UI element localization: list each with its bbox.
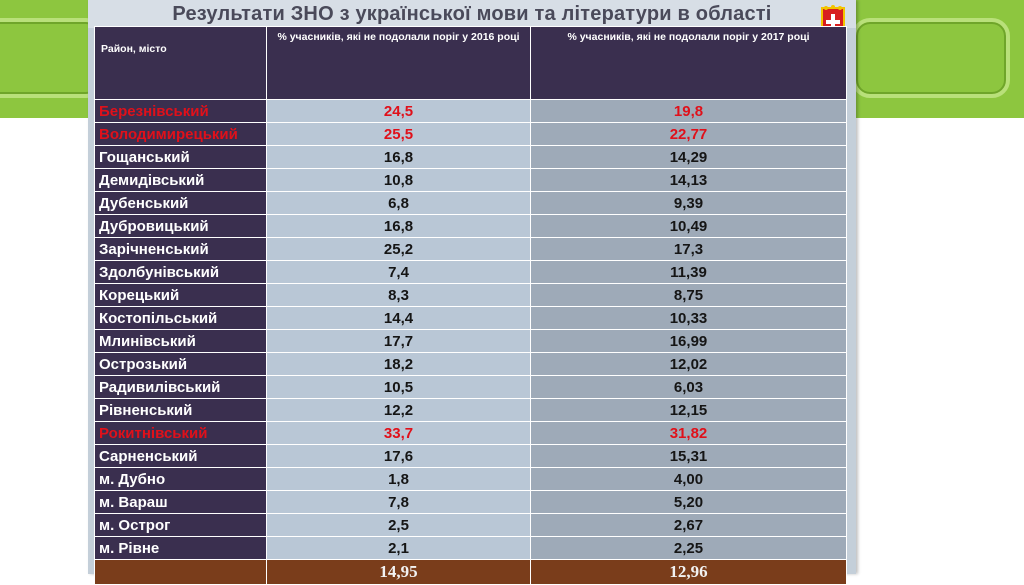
value-2017-cell: 5,20 [530, 490, 847, 514]
value-2017-cell: 2,25 [530, 536, 847, 560]
header-2017: % учасників, які не подолали поріг у 201… [530, 26, 847, 100]
value-2017-cell: 8,75 [530, 283, 847, 307]
total-label-cell [94, 559, 267, 585]
table-row: Здолбунівський 7,4 11,39 [94, 260, 847, 284]
value-2016-cell: 1,8 [266, 467, 531, 491]
value-2017-cell: 14,29 [530, 145, 847, 169]
table-row: Дубровицький 16,8 10,49 [94, 214, 847, 238]
value-2016-cell: 2,5 [266, 513, 531, 537]
table-row: Дубенський 6,8 9,39 [94, 191, 847, 215]
table-row: Костопільський 14,4 10,33 [94, 306, 847, 330]
value-2017-cell: 19,8 [530, 99, 847, 123]
district-cell: Костопільський [94, 306, 267, 330]
value-2017-cell: 10,49 [530, 214, 847, 238]
value-2017-cell: 16,99 [530, 329, 847, 353]
district-cell: Дубенський [94, 191, 267, 215]
value-2016-cell: 7,4 [266, 260, 531, 284]
table-row: Демидівський 10,8 14,13 [94, 168, 847, 192]
value-2017-cell: 14,13 [530, 168, 847, 192]
value-2017-cell: 10,33 [530, 306, 847, 330]
value-2016-cell: 14,4 [266, 306, 531, 330]
table-row: Сарненський 17,6 15,31 [94, 444, 847, 468]
table-row: Острозький 18,2 12,02 [94, 352, 847, 376]
table-row: м. Вараш 7,8 5,20 [94, 490, 847, 514]
total-2016-cell: 14,95 [266, 559, 531, 585]
value-2016-cell: 24,5 [266, 99, 531, 123]
value-2016-cell: 10,8 [266, 168, 531, 192]
value-2016-cell: 10,5 [266, 375, 531, 399]
value-2016-cell: 12,2 [266, 398, 531, 422]
value-2016-cell: 7,8 [266, 490, 531, 514]
table-row: Гощанський 16,8 14,29 [94, 145, 847, 169]
value-2016-cell: 16,8 [266, 214, 531, 238]
district-cell: Володимирецький [94, 122, 267, 146]
value-2017-cell: 31,82 [530, 421, 847, 445]
value-2016-cell: 6,8 [266, 191, 531, 215]
table-row: Корецький 8,3 8,75 [94, 283, 847, 307]
value-2016-cell: 33,7 [266, 421, 531, 445]
value-2016-cell: 16,8 [266, 145, 531, 169]
table-row: м. Острог 2,5 2,67 [94, 513, 847, 537]
table-row: Рокитнівський 33,7 31,82 [94, 421, 847, 445]
value-2016-cell: 25,5 [266, 122, 531, 146]
value-2017-cell: 6,03 [530, 375, 847, 399]
value-2016-cell: 17,6 [266, 444, 531, 468]
district-cell: Острозький [94, 352, 267, 376]
district-cell: м. Рівне [94, 536, 267, 560]
table-row: Березнівський 24,5 19,8 [94, 99, 847, 123]
district-cell: Зарічненський [94, 237, 267, 261]
district-cell: м. Острог [94, 513, 267, 537]
district-cell: Млинівський [94, 329, 267, 353]
value-2017-cell: 15,31 [530, 444, 847, 468]
value-2017-cell: 12,02 [530, 352, 847, 376]
results-table: Район, місто % учасників, які не подолал… [94, 26, 847, 585]
total-row: 14,95 12,96 [94, 559, 847, 585]
district-cell: Здолбунівський [94, 260, 267, 284]
district-cell: м. Вараш [94, 490, 267, 514]
district-cell: Березнівський [94, 99, 267, 123]
table-row: Млинівський 17,7 16,99 [94, 329, 847, 353]
value-2016-cell: 17,7 [266, 329, 531, 353]
header-district: Район, місто [94, 26, 267, 100]
table-row: Рівненський 12,2 12,15 [94, 398, 847, 422]
value-2017-cell: 12,15 [530, 398, 847, 422]
district-cell: Дубровицький [94, 214, 267, 238]
value-2016-cell: 18,2 [266, 352, 531, 376]
left-green-panel [0, 18, 104, 98]
district-cell: Корецький [94, 283, 267, 307]
value-2017-cell: 2,67 [530, 513, 847, 537]
district-cell: Рокитнівський [94, 421, 267, 445]
district-cell: Сарненський [94, 444, 267, 468]
value-2016-cell: 25,2 [266, 237, 531, 261]
right-green-panel [852, 18, 1010, 98]
district-cell: Демидівський [94, 168, 267, 192]
table-row: Зарічненський 25,2 17,3 [94, 237, 847, 261]
total-2017-cell: 12,96 [530, 559, 847, 585]
value-2017-cell: 9,39 [530, 191, 847, 215]
slide-title: Результати ЗНО з української мови та літ… [88, 0, 856, 28]
district-cell: м. Дубно [94, 467, 267, 491]
table-row: Радивилівський 10,5 6,03 [94, 375, 847, 399]
table-header-row: Район, місто % учасників, які не подолал… [94, 26, 847, 100]
table-row: м. Дубно 1,8 4,00 [94, 467, 847, 491]
value-2017-cell: 22,77 [530, 122, 847, 146]
district-cell: Гощанський [94, 145, 267, 169]
header-2016: % учасників, які не подолали поріг у 201… [266, 26, 531, 100]
district-cell: Рівненський [94, 398, 267, 422]
district-cell: Радивилівський [94, 375, 267, 399]
table-row: м. Рівне 2,1 2,25 [94, 536, 847, 560]
value-2017-cell: 11,39 [530, 260, 847, 284]
value-2016-cell: 2,1 [266, 536, 531, 560]
value-2017-cell: 4,00 [530, 467, 847, 491]
value-2017-cell: 17,3 [530, 237, 847, 261]
value-2016-cell: 8,3 [266, 283, 531, 307]
table-row: Володимирецький 25,5 22,77 [94, 122, 847, 146]
